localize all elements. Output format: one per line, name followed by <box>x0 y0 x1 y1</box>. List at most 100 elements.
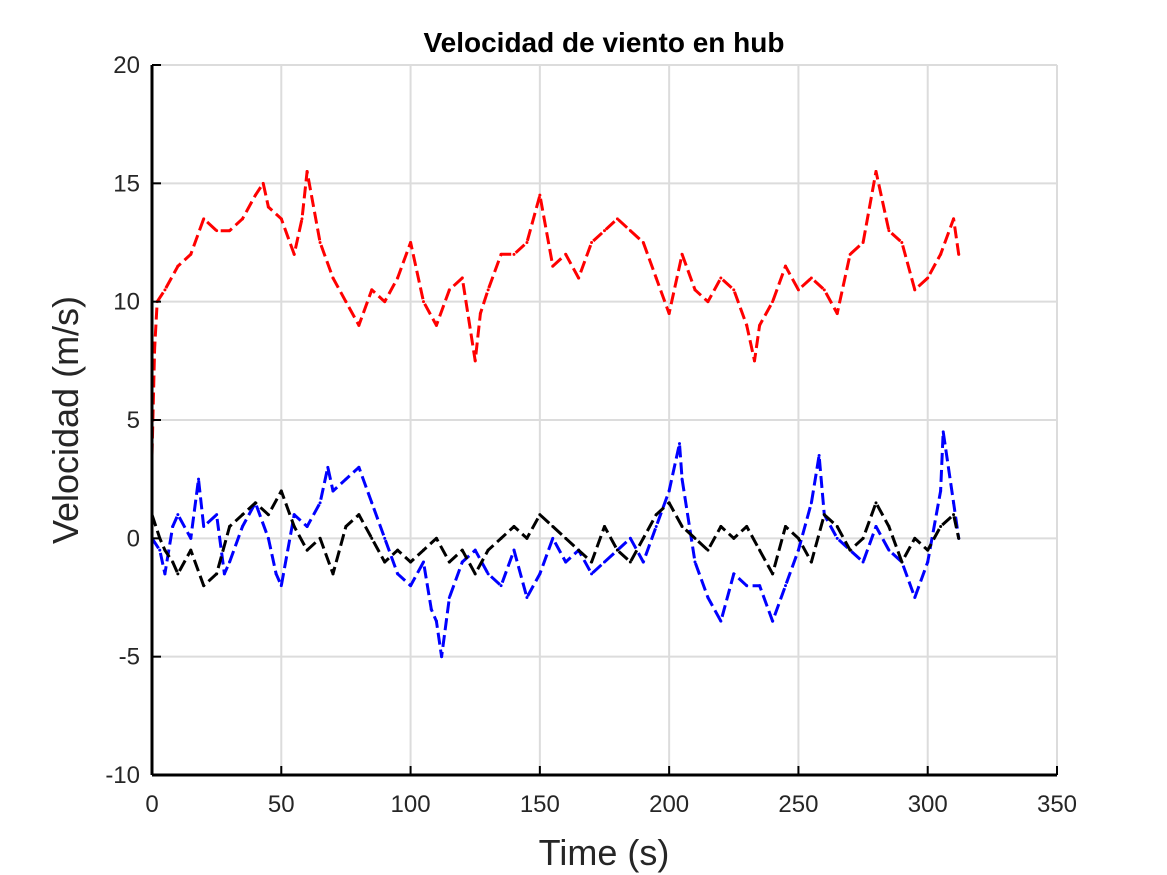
data-point <box>396 548 400 552</box>
data-point <box>564 560 568 564</box>
data-point <box>590 241 594 244</box>
data-point <box>292 513 296 517</box>
data-point <box>900 560 904 564</box>
data-point <box>939 252 943 256</box>
y-tick-label: 5 <box>127 407 140 434</box>
data-point <box>848 548 852 552</box>
data-point <box>409 241 413 244</box>
data-point <box>939 525 943 528</box>
data-point <box>460 276 464 280</box>
data-point <box>274 572 278 576</box>
data-point <box>447 288 451 292</box>
y-tick-label: 15 <box>113 170 140 197</box>
y-tick-label: -5 <box>119 644 140 671</box>
data-point <box>228 229 232 233</box>
data-point <box>176 572 180 576</box>
data-point <box>693 560 697 564</box>
data-point <box>941 430 945 434</box>
data-point <box>176 264 180 268</box>
x-tick-label: 250 <box>778 791 818 818</box>
data-point <box>913 596 917 599</box>
data-point <box>499 584 503 588</box>
data-point <box>771 300 775 304</box>
data-point <box>752 359 756 363</box>
data-point <box>887 229 891 233</box>
data-point <box>331 572 335 576</box>
data-point <box>615 548 619 552</box>
data-point <box>732 288 736 292</box>
data-point <box>952 501 956 505</box>
data-point <box>241 525 244 528</box>
data-point <box>189 252 193 256</box>
data-point <box>926 548 930 552</box>
data-point <box>822 513 826 517</box>
y-tick-label: 20 <box>113 52 140 79</box>
data-point <box>163 288 167 292</box>
data-point <box>719 276 723 280</box>
data-point <box>176 513 180 517</box>
data-point <box>628 536 632 540</box>
y-axis-label: Velocidad (m/s) <box>45 296 86 544</box>
data-point <box>822 288 826 292</box>
data-point <box>202 217 206 221</box>
data-point <box>551 536 555 540</box>
data-point <box>344 525 348 528</box>
data-point <box>667 501 671 505</box>
series-line <box>150 489 961 588</box>
data-point <box>771 572 775 576</box>
data-point <box>874 501 878 505</box>
data-point <box>163 572 167 576</box>
data-point <box>680 525 684 528</box>
data-point <box>512 548 516 552</box>
data-point <box>241 217 244 221</box>
data-point <box>318 501 322 505</box>
data-point <box>512 252 516 256</box>
x-axis-label: Time (s) <box>539 832 670 873</box>
data-point <box>202 584 206 588</box>
data-point <box>429 607 433 611</box>
data-point <box>215 572 219 576</box>
data-point <box>171 560 175 564</box>
data-point <box>447 596 451 599</box>
data-point <box>396 276 400 280</box>
data-point <box>409 560 413 564</box>
data-point <box>900 241 904 244</box>
data-point <box>590 560 594 564</box>
data-point <box>383 300 387 304</box>
data-point <box>473 572 477 576</box>
x-tick-label: 100 <box>391 791 431 818</box>
data-point <box>422 548 425 552</box>
x-tick-label: 150 <box>520 791 560 818</box>
data-point <box>318 536 322 540</box>
data-point <box>677 442 681 446</box>
data-point <box>241 513 244 517</box>
data-point <box>667 312 671 315</box>
data-point <box>357 323 361 327</box>
data-point <box>318 241 322 244</box>
x-tick-label: 200 <box>649 791 689 818</box>
data-point <box>525 241 529 244</box>
data-point <box>809 560 813 564</box>
data-point <box>745 525 749 528</box>
data-point <box>538 572 542 576</box>
data-point <box>654 513 658 517</box>
data-point <box>222 572 226 576</box>
data-point <box>680 477 684 481</box>
data-point <box>189 536 193 540</box>
data-point <box>326 465 330 469</box>
data-point <box>228 560 232 564</box>
data-point <box>577 548 581 552</box>
series-line <box>150 430 961 659</box>
data-point <box>603 229 606 233</box>
data-point <box>305 525 309 528</box>
data-point <box>197 477 201 481</box>
data-point <box>603 560 606 564</box>
data-point <box>189 548 193 552</box>
data-point <box>551 525 555 528</box>
data-point <box>370 536 374 540</box>
data-point <box>693 288 697 292</box>
data-point <box>344 477 348 481</box>
data-point <box>486 572 490 576</box>
data-point <box>460 560 464 564</box>
y-tick-label: 0 <box>127 525 140 552</box>
